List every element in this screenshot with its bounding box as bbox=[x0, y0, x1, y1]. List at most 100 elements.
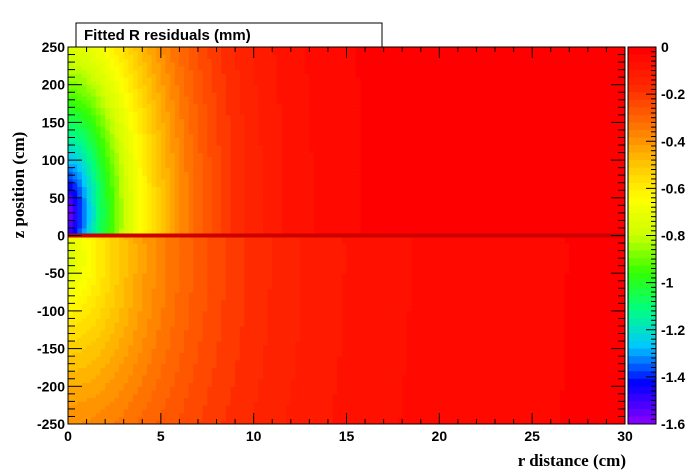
heatmap-cell bbox=[165, 314, 171, 319]
heatmap-cell bbox=[174, 276, 180, 282]
heatmap-cell bbox=[546, 329, 552, 335]
heatmap-cell bbox=[360, 295, 366, 301]
heatmap-cell bbox=[508, 333, 515, 338]
heatmap-cell bbox=[286, 284, 292, 289]
heatmap-cell bbox=[314, 269, 320, 274]
heatmap-cell bbox=[211, 344, 218, 350]
heatmap-cell bbox=[72, 314, 78, 319]
heatmap-cell bbox=[132, 386, 139, 391]
heatmap-cell bbox=[374, 333, 380, 338]
heatmap-cell bbox=[495, 341, 501, 346]
heatmap-cell bbox=[453, 408, 459, 414]
heatmap-cell bbox=[249, 374, 255, 380]
heatmap-cell bbox=[258, 371, 264, 376]
heatmap-cell bbox=[151, 280, 157, 286]
heatmap-cell bbox=[541, 322, 547, 327]
heatmap-cell bbox=[457, 393, 464, 399]
heatmap-cell bbox=[365, 299, 371, 304]
heatmap-cell bbox=[578, 310, 584, 316]
heatmap-cell bbox=[188, 295, 194, 301]
heatmap-cell bbox=[490, 333, 496, 338]
heatmap-cell bbox=[365, 265, 371, 270]
heatmap-cell bbox=[546, 420, 552, 425]
heatmap-cell bbox=[578, 288, 584, 293]
heatmap-cell bbox=[592, 390, 598, 395]
heatmap-cell bbox=[174, 318, 180, 323]
heatmap-cell bbox=[235, 322, 241, 327]
heatmap-cell bbox=[620, 393, 626, 399]
heatmap-cell bbox=[383, 325, 389, 331]
heatmap-cell bbox=[564, 397, 570, 402]
heatmap-cell bbox=[114, 299, 120, 304]
heatmap-cell bbox=[564, 352, 570, 357]
heatmap-cell bbox=[142, 420, 148, 425]
heatmap-cell bbox=[216, 299, 222, 304]
heatmap-cell bbox=[508, 374, 515, 380]
heatmap-cell bbox=[211, 393, 218, 399]
heatmap-cell bbox=[504, 390, 510, 395]
heatmap-cell bbox=[550, 412, 556, 417]
heatmap-cell bbox=[573, 382, 580, 387]
heatmap-cell bbox=[490, 276, 496, 282]
heatmap-cell bbox=[105, 322, 111, 327]
heatmap-cell bbox=[606, 337, 612, 342]
heatmap-cell bbox=[453, 352, 459, 357]
heatmap-cell bbox=[216, 405, 222, 410]
heatmap-cell bbox=[109, 322, 115, 327]
heatmap-cell bbox=[235, 401, 241, 406]
heatmap-cell bbox=[119, 359, 125, 365]
heatmap-cell bbox=[197, 269, 204, 274]
heatmap-cell bbox=[276, 412, 283, 417]
heatmap-cell bbox=[197, 288, 204, 293]
heatmap-cell bbox=[332, 276, 338, 282]
heatmap-cell bbox=[165, 344, 171, 350]
heatmap-cell bbox=[560, 344, 566, 350]
heatmap-cell bbox=[388, 408, 394, 414]
heatmap-cell bbox=[495, 348, 501, 353]
heatmap-cell bbox=[188, 288, 194, 293]
heatmap-cell bbox=[258, 276, 264, 282]
heatmap-cell bbox=[536, 371, 542, 376]
heatmap-cell bbox=[620, 337, 626, 342]
heatmap-cell bbox=[462, 348, 468, 353]
heatmap-cell bbox=[258, 363, 264, 368]
heatmap-cell bbox=[541, 303, 547, 308]
heatmap-cell bbox=[611, 310, 617, 316]
heatmap-cell bbox=[485, 408, 491, 414]
heatmap-cell bbox=[109, 397, 115, 402]
heatmap-cell bbox=[611, 397, 617, 402]
heatmap-cell bbox=[365, 341, 371, 346]
heatmap-cell bbox=[374, 397, 380, 402]
heatmap-cell bbox=[207, 348, 213, 353]
heatmap-cell bbox=[151, 382, 157, 387]
heatmap-cell bbox=[527, 299, 533, 304]
heatmap-cell bbox=[244, 273, 250, 278]
heatmap-cell bbox=[411, 299, 417, 304]
heatmap-cell bbox=[555, 325, 561, 331]
heatmap-cell bbox=[550, 314, 556, 319]
heatmap-cell bbox=[462, 374, 468, 380]
heatmap-cell bbox=[495, 295, 501, 301]
heatmap-cell bbox=[448, 325, 454, 331]
heatmap-cell bbox=[573, 397, 580, 402]
heatmap-cell bbox=[420, 318, 426, 323]
heatmap-cell bbox=[597, 405, 603, 410]
heatmap-cell bbox=[281, 307, 287, 312]
heatmap-cell bbox=[281, 288, 287, 293]
heatmap-cell bbox=[443, 329, 450, 335]
heatmap-cell bbox=[569, 356, 575, 361]
heatmap-cell bbox=[68, 371, 74, 376]
heatmap-cell bbox=[573, 288, 580, 293]
heatmap-cell bbox=[132, 318, 139, 323]
heatmap-cell bbox=[202, 344, 208, 350]
heatmap-cell bbox=[314, 337, 320, 342]
heatmap-cell bbox=[443, 314, 450, 319]
heatmap-cell bbox=[578, 303, 584, 308]
heatmap-cell bbox=[239, 325, 245, 331]
heatmap-cell bbox=[95, 295, 101, 301]
heatmap-cell bbox=[300, 390, 306, 395]
heatmap-cell bbox=[397, 405, 403, 410]
heatmap-cell bbox=[341, 318, 347, 323]
heatmap-cell bbox=[467, 341, 473, 346]
heatmap-cell bbox=[262, 405, 269, 410]
